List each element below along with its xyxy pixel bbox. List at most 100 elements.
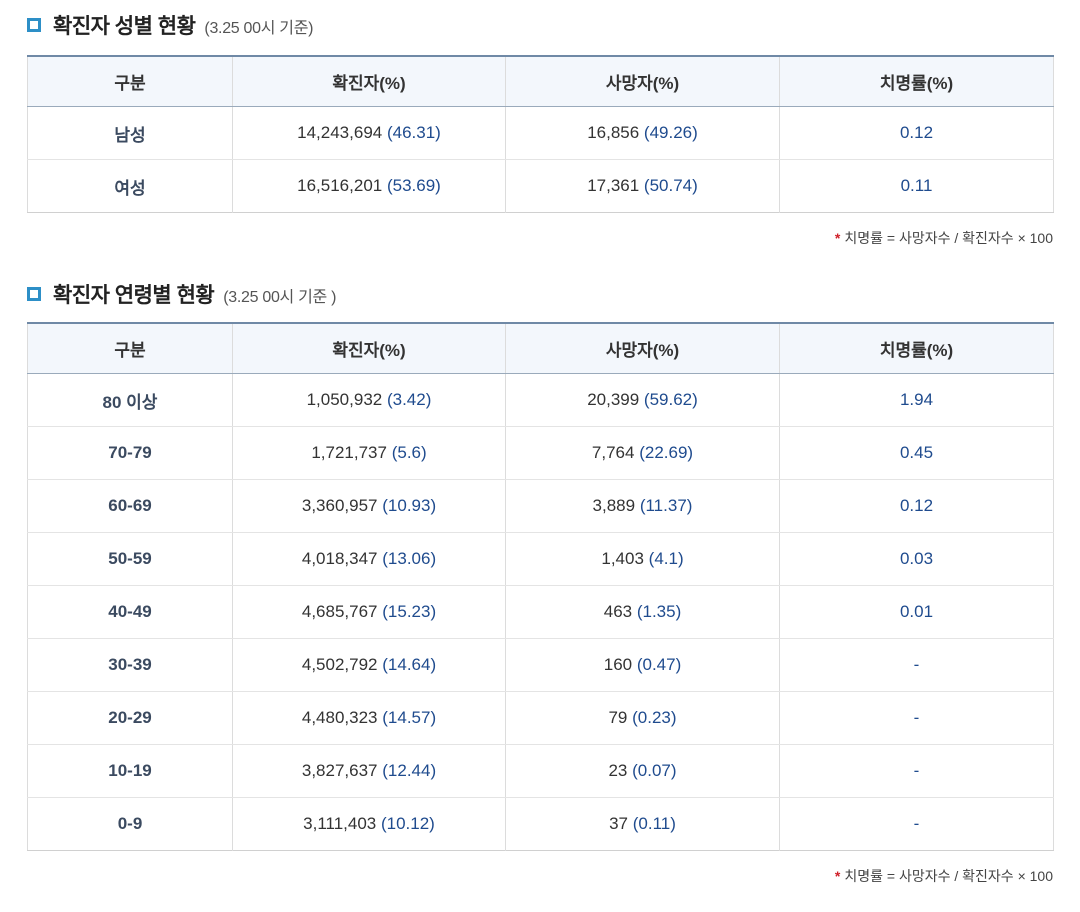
cases-percent: (46.31) xyxy=(386,123,441,142)
header-fatality-rate: 치명률(%) xyxy=(779,56,1054,107)
footnote: * 치명률 = 사망자수 / 확진자수 × 100 xyxy=(835,228,1053,248)
deaths-count: 17,361 xyxy=(587,176,640,195)
age-table: 구분 확진자(%) 사망자(%) 치명률(%) 80 이상 1,050,932 (… xyxy=(27,322,1054,851)
row-label: 10-19 xyxy=(27,744,233,798)
fatality-rate-cell: 0.12 xyxy=(779,106,1054,160)
table-row: 10-19 3,827,637 (12.44) 23 (0.07) - xyxy=(27,744,1054,798)
deaths-count: 463 xyxy=(603,602,633,621)
cases-count: 4,480,323 xyxy=(301,708,378,727)
table-row: 남성 14,243,694 (46.31) 16,856 (49.26) 0.12 xyxy=(27,106,1054,160)
deaths-count: 7,764 xyxy=(591,443,635,462)
cases-count: 1,721,737 xyxy=(311,443,387,462)
fatality-rate-cell: 0.45 xyxy=(779,426,1054,480)
row-label: 남성 xyxy=(27,106,233,160)
square-bullet-icon xyxy=(27,287,41,301)
cases-cell: 14,243,694 (46.31) xyxy=(232,106,506,160)
row-label: 20-29 xyxy=(27,691,233,745)
row-label: 여성 xyxy=(27,159,233,213)
age-section-heading: 확진자 연령별 현황 (3.25 00시 기준 ) xyxy=(27,279,336,309)
cases-count: 1,050,932 xyxy=(306,390,383,409)
cases-cell: 1,721,737 (5.6) xyxy=(232,426,506,480)
header-cases: 확진자(%) xyxy=(232,323,506,374)
fatality-rate-cell: - xyxy=(913,814,920,833)
footnote-text: 치명률 = 사망자수 / 확진자수 × 100 xyxy=(844,230,1053,246)
table-header-row: 구분 확진자(%) 사망자(%) 치명률(%) xyxy=(27,323,1054,374)
cases-percent: (15.23) xyxy=(382,602,437,621)
deaths-percent: (0.47) xyxy=(636,655,682,674)
table-row: 50-59 4,018,347 (13.06) 1,403 (4.1) 0.03 xyxy=(27,532,1054,586)
header-category: 구분 xyxy=(27,56,233,107)
section-title: 확진자 성별 현황 xyxy=(53,15,196,38)
row-label: 60-69 xyxy=(27,479,233,533)
deaths-count: 1,403 xyxy=(601,549,644,568)
cases-percent: (5.6) xyxy=(391,443,427,462)
deaths-percent: (22.69) xyxy=(639,443,694,462)
deaths-percent: (0.07) xyxy=(632,761,677,780)
cases-count: 3,827,637 xyxy=(301,761,378,780)
square-bullet-icon xyxy=(27,18,41,32)
row-label: 40-49 xyxy=(27,585,233,639)
deaths-count: 79 xyxy=(608,708,628,727)
table-header-row: 구분 확진자(%) 사망자(%) 치명률(%) xyxy=(27,56,1054,107)
table-row: 80 이상 1,050,932 (3.42) 20,399 (59.62) 1.94 xyxy=(27,373,1054,427)
cases-count: 4,502,792 xyxy=(301,655,378,674)
deaths-cell: 160 (0.47) xyxy=(505,638,780,692)
deaths-count: 3,889 xyxy=(592,496,636,515)
table-row: 70-79 1,721,737 (5.6) 7,764 (22.69) 0.45 xyxy=(27,426,1054,480)
row-label: 80 이상 xyxy=(27,373,233,427)
gender-table: 구분 확진자(%) 사망자(%) 치명률(%) 남성 14,243,694 (46… xyxy=(27,55,1054,213)
header-deaths: 사망자(%) xyxy=(505,56,780,107)
deaths-cell: 37 (0.11) xyxy=(505,797,780,851)
row-label: 0-9 xyxy=(27,797,233,851)
cases-percent: (14.64) xyxy=(382,655,437,674)
gender-section-heading: 확진자 성별 현황 (3.25 00시 기준) xyxy=(27,10,313,40)
fatality-rate-cell: 0.12 xyxy=(779,479,1054,533)
fatality-rate-cell: - xyxy=(779,691,1054,745)
fatality-rate-cell: - xyxy=(779,744,1054,798)
deaths-percent: (0.23) xyxy=(632,708,677,727)
deaths-count: 37 xyxy=(609,814,629,833)
cases-cell: 3,111,403 (10.12) xyxy=(232,797,506,851)
deaths-percent: (4.1) xyxy=(648,549,684,568)
fatality-rate-cell: 0.11 xyxy=(900,176,933,195)
section-title: 확진자 연령별 현황 xyxy=(53,284,215,307)
fatality-rate-cell: - xyxy=(779,638,1054,692)
fatality-rate-cell: 1.94 xyxy=(779,373,1054,427)
cases-cell: 16,516,201 (53.69) xyxy=(232,159,506,213)
table-row: 60-69 3,360,957 (10.93) 3,889 (11.37) 0.12 xyxy=(27,479,1054,533)
deaths-percent: (50.74) xyxy=(643,176,698,195)
deaths-percent: (0.11) xyxy=(632,814,676,833)
row-label: 70-79 xyxy=(27,426,233,480)
section-subtitle: (3.25 00시 기준) xyxy=(204,20,314,37)
cases-percent: (12.44) xyxy=(382,761,437,780)
cases-percent: (14.57) xyxy=(382,708,437,727)
fatality-rate-cell: 0.01 xyxy=(779,585,1054,639)
cases-cell: 4,685,767 (15.23) xyxy=(232,585,506,639)
deaths-percent: (1.35) xyxy=(636,602,682,621)
footnote: * 치명률 = 사망자수 / 확진자수 × 100 xyxy=(835,866,1053,886)
cases-cell: 4,480,323 (14.57) xyxy=(232,691,506,745)
deaths-count: 20,399 xyxy=(587,390,640,409)
deaths-cell: 17,361 (50.74) xyxy=(505,159,780,213)
cases-count: 4,018,347 xyxy=(301,549,378,568)
cases-percent: (10.12) xyxy=(380,814,435,833)
deaths-percent: (59.62) xyxy=(643,390,698,409)
deaths-percent: (11.37) xyxy=(639,496,693,515)
cases-count: 14,243,694 xyxy=(297,123,383,142)
header-cases: 확진자(%) xyxy=(232,56,506,107)
deaths-count: 160 xyxy=(603,655,633,674)
cases-cell: 4,018,347 (13.06) xyxy=(232,532,506,586)
cases-cell: 3,360,957 (10.93) xyxy=(232,479,506,533)
table-row: 40-49 4,685,767 (15.23) 463 (1.35) 0.01 xyxy=(27,585,1054,639)
header-deaths: 사망자(%) xyxy=(505,323,780,374)
cases-count: 4,685,767 xyxy=(301,602,378,621)
cases-count: 3,360,957 xyxy=(301,496,378,515)
deaths-cell: 7,764 (22.69) xyxy=(505,426,780,480)
table-row: 30-39 4,502,792 (14.64) 160 (0.47) - xyxy=(27,638,1054,692)
table-row: 20-29 4,480,323 (14.57) 79 (0.23) - xyxy=(27,691,1054,745)
gender-table-body: 남성 14,243,694 (46.31) 16,856 (49.26) 0.12 여성… xyxy=(27,106,1054,213)
header-category: 구분 xyxy=(27,323,233,374)
row-label: 50-59 xyxy=(27,532,233,586)
deaths-count: 23 xyxy=(608,761,628,780)
footnote-star: * xyxy=(834,868,841,884)
